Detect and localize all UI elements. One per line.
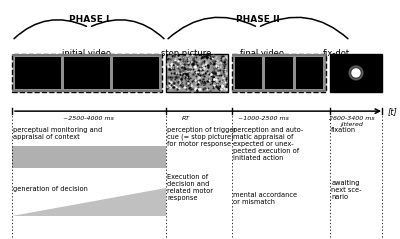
Text: ~2500-4000 ms: ~2500-4000 ms xyxy=(62,116,114,121)
Bar xyxy=(113,57,159,89)
Bar xyxy=(232,54,326,92)
Text: stop picture: stop picture xyxy=(161,49,211,58)
Bar xyxy=(232,54,326,56)
Bar xyxy=(266,57,292,89)
Text: mental accordance
or mismatch: mental accordance or mismatch xyxy=(233,192,297,205)
Text: generation of decision: generation of decision xyxy=(13,186,88,192)
Bar xyxy=(12,90,162,92)
Ellipse shape xyxy=(352,69,360,77)
Text: ~1000-2500 ms: ~1000-2500 ms xyxy=(238,116,289,121)
Bar xyxy=(166,54,228,92)
Bar xyxy=(12,54,162,56)
Bar xyxy=(330,54,382,92)
Text: perceptual monitoring and
appraisal of context: perceptual monitoring and appraisal of c… xyxy=(13,127,102,140)
Bar xyxy=(235,57,262,89)
Text: PHASE II: PHASE II xyxy=(236,15,280,24)
Bar xyxy=(12,146,166,168)
Text: [t]: [t] xyxy=(388,107,398,116)
Text: awaiting
next sce-
nario: awaiting next sce- nario xyxy=(331,180,362,201)
Bar xyxy=(12,54,162,92)
Text: perception of trigger
cue (= stop picture)
for motor response: perception of trigger cue (= stop pictur… xyxy=(167,127,236,147)
Ellipse shape xyxy=(349,66,363,80)
Polygon shape xyxy=(12,188,166,216)
Text: fixation: fixation xyxy=(331,127,356,133)
Text: perception and auto-
matic appraisal of
expected or unex-
pected execution of
in: perception and auto- matic appraisal of … xyxy=(233,127,304,161)
Text: final video: final video xyxy=(240,49,284,58)
Text: 2600-3400 ms
jittered: 2600-3400 ms jittered xyxy=(329,116,375,127)
Text: initial video: initial video xyxy=(62,49,110,58)
Text: Execution of
decision and
related motor
response: Execution of decision and related motor … xyxy=(167,174,213,201)
Bar xyxy=(15,57,61,89)
Text: RT: RT xyxy=(182,116,190,121)
Bar xyxy=(296,57,323,89)
Bar xyxy=(64,57,110,89)
Bar xyxy=(232,90,326,92)
Text: fix-dot: fix-dot xyxy=(322,49,350,58)
Text: PHASE I: PHASE I xyxy=(69,15,109,24)
